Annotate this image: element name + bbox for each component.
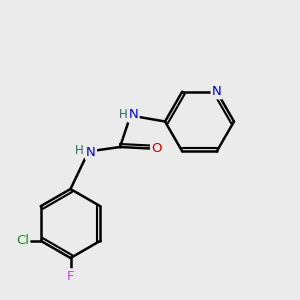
Text: F: F xyxy=(67,269,74,283)
Text: Cl: Cl xyxy=(16,234,29,247)
Text: N: N xyxy=(86,146,96,159)
Text: N: N xyxy=(212,85,222,98)
Text: H: H xyxy=(75,143,84,157)
Text: H: H xyxy=(118,107,127,121)
Text: N: N xyxy=(129,108,138,122)
Text: O: O xyxy=(152,142,162,155)
